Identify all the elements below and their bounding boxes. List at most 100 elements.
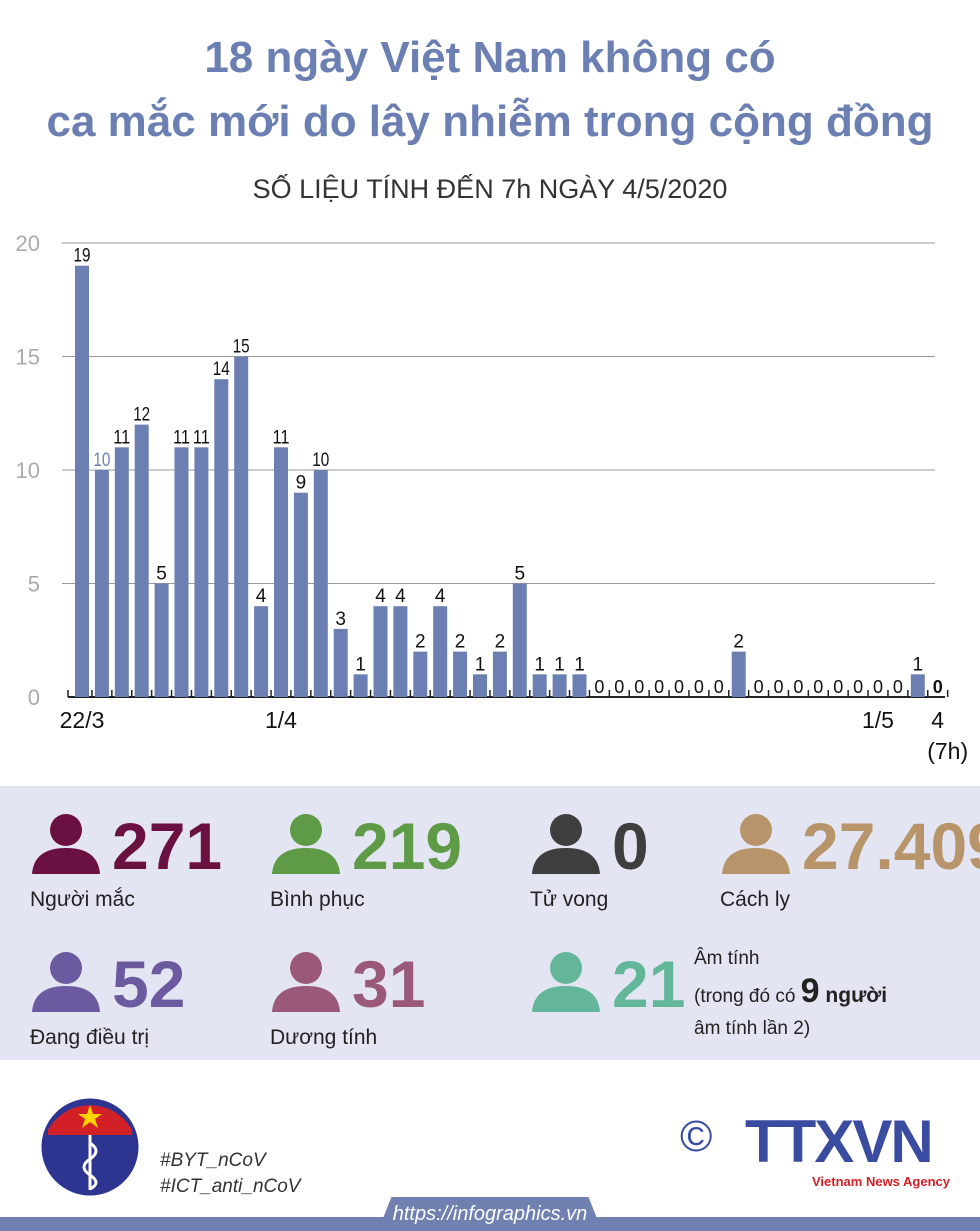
data-label: 0 [853, 677, 863, 697]
person-icon [270, 812, 342, 879]
data-label: 11 [193, 427, 210, 448]
y-tick-label: 15 [16, 345, 40, 370]
data-label: 5 [515, 564, 526, 585]
bar [532, 674, 547, 697]
x-tick-label-sub: (7h) [927, 738, 968, 764]
data-label: 0 [754, 677, 764, 697]
hashtag-ict[interactable]: #ICT_anti_nCoV [160, 1176, 301, 1197]
data-label: 0 [813, 677, 823, 697]
data-label: 3 [335, 609, 346, 630]
data-label: 0 [833, 677, 843, 697]
data-label: 12 [133, 405, 150, 426]
stat-value: 31 [352, 946, 426, 1021]
subtitle: SỐ LIỆU TÍNH ĐẾN 7h NGÀY 4/5/2020 [252, 174, 728, 204]
data-label: 11 [113, 427, 130, 448]
data-label: 0 [793, 677, 803, 697]
stat-label: Người mắc [30, 888, 135, 911]
data-label: 10 [93, 450, 110, 471]
data-label: 1 [574, 654, 585, 675]
data-label: 0 [614, 677, 624, 697]
bar [313, 470, 328, 697]
title-line-2: ca mắc mới do lây nhiễm trong cộng đồng [46, 97, 934, 146]
data-label: 1 [534, 654, 545, 675]
x-tick-label: 1/5 [862, 707, 894, 733]
person-icon [530, 812, 602, 879]
bar [731, 651, 746, 697]
data-label: 4 [395, 586, 406, 607]
person-icon [30, 950, 102, 1017]
data-label: 2 [455, 632, 466, 653]
stat-label: Tử vong [530, 888, 609, 911]
person-icon [720, 812, 792, 879]
x-tick-label: 4 [931, 707, 944, 733]
data-label: 2 [495, 632, 506, 653]
data-label: 0 [893, 677, 903, 697]
negative-note: Âm tính (trong đó có 9 người âm tính lần 2… [694, 948, 888, 1039]
stat-deaths: 0 [530, 812, 649, 879]
stat-value: 271 [112, 808, 223, 883]
bar [373, 606, 388, 697]
data-label: 11 [173, 427, 190, 448]
bar [75, 265, 89, 697]
stat-treating: 52 [30, 950, 185, 1017]
person-icon [30, 812, 102, 879]
ministry-logo [30, 1085, 150, 1210]
website-link[interactable]: https://infographics.vn [378, 1197, 602, 1231]
stat-quarantine: 27.409 [720, 812, 980, 879]
stat-positive: 31 [270, 950, 425, 1017]
bar [274, 447, 288, 697]
data-label: 10 [312, 450, 329, 471]
data-label: 9 [296, 473, 307, 494]
data-label: 0 [594, 677, 604, 697]
stat-value: 52 [112, 946, 186, 1021]
hashtag-byt[interactable]: #BYT_nCoV [160, 1150, 266, 1171]
bar [413, 651, 428, 697]
agency-subtitle: Vietnam News Agency [812, 1174, 950, 1189]
stat-value: 219 [352, 808, 463, 883]
person-icon [270, 950, 342, 1017]
stats-panel [0, 786, 980, 1060]
x-tick-label: 22/3 [60, 707, 105, 733]
data-label: 4 [256, 586, 267, 607]
stat-value: 27.409 [802, 808, 980, 883]
data-label: 1 [554, 654, 565, 675]
bar [214, 379, 229, 697]
bar [254, 606, 269, 697]
bar [194, 447, 209, 697]
y-tick-label: 0 [28, 685, 40, 710]
bar [154, 583, 169, 697]
stat-negative: 21 [530, 950, 685, 1017]
data-label: 1 [913, 654, 924, 675]
y-tick-label: 5 [28, 572, 40, 597]
data-label: 5 [156, 564, 167, 585]
stat-value: 21 [612, 946, 686, 1021]
agency-logo: TTXVN [745, 1108, 934, 1175]
data-label: 15 [233, 337, 250, 358]
title-line-1: 18 ngày Việt Nam không có [204, 33, 776, 82]
data-label: 11 [273, 427, 290, 448]
person-icon [530, 950, 602, 1017]
data-label: 19 [74, 246, 91, 267]
data-label: 0 [873, 677, 883, 697]
bar [234, 356, 249, 697]
data-label: 0 [634, 677, 644, 697]
y-tick-label: 10 [16, 458, 40, 483]
stat-recovered: 219 [270, 812, 462, 879]
stat-label: Đang điều trị [30, 1026, 150, 1049]
data-label: 2 [415, 632, 426, 653]
bar [552, 674, 567, 697]
data-label: 1 [475, 654, 486, 675]
data-label: 1 [355, 654, 366, 675]
bar [453, 651, 468, 697]
data-label: 0 [773, 677, 783, 697]
bar [572, 674, 587, 697]
bar [512, 583, 527, 697]
data-label: 0 [654, 677, 664, 697]
bar [333, 628, 348, 697]
bar [473, 674, 487, 697]
stat-cases: 271 [30, 812, 222, 879]
data-label: 4 [375, 586, 386, 607]
data-label: 2 [733, 632, 744, 653]
y-tick-label: 20 [16, 231, 40, 256]
